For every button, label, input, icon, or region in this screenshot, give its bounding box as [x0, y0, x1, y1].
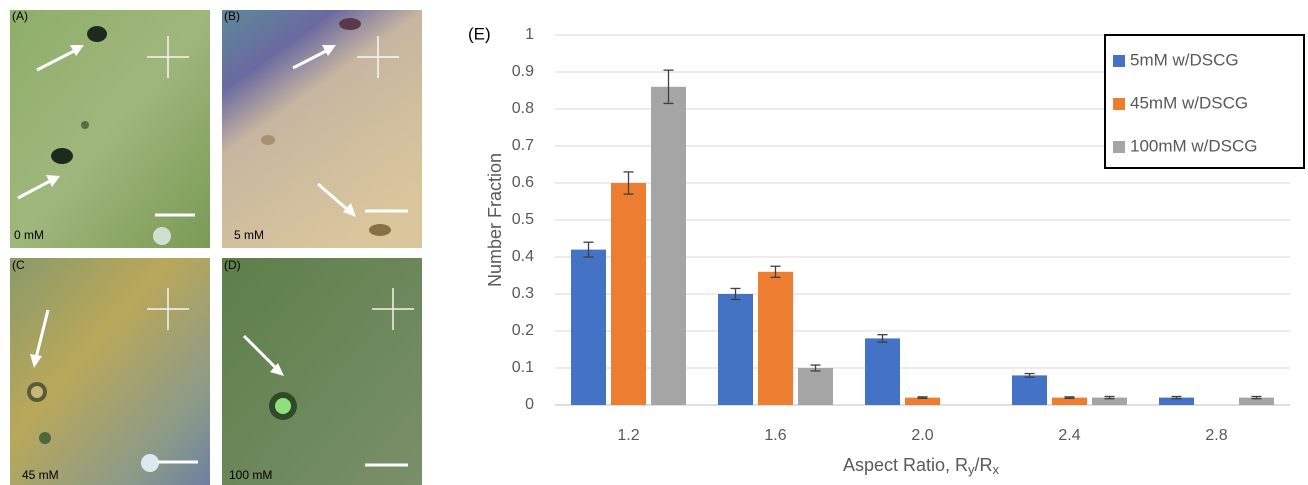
y-tick-label: 0.3 — [512, 285, 534, 302]
concentration-label: 5 mM — [234, 228, 264, 242]
panel-label: (D) — [224, 258, 241, 272]
legend-label: 45mM w/DSCG — [1130, 93, 1248, 112]
x-tick-label: 1.6 — [764, 427, 786, 444]
bar — [718, 294, 753, 405]
y-tick-label: 0.7 — [512, 137, 534, 154]
x-label-part: x — [993, 462, 1000, 477]
concentration-label: 0 mM — [14, 228, 44, 242]
figure: (A) 0 mM (B) 5 mM (C 45 mM (D) 100 mM — [0, 0, 1308, 485]
bar — [1012, 375, 1047, 405]
bar — [865, 338, 900, 405]
bar — [611, 183, 646, 405]
error-bar — [1105, 396, 1115, 398]
legend-label: 5mM w/DSCG — [1130, 50, 1239, 69]
x-label-part: /R — [975, 455, 993, 475]
y-tick-label: 0.4 — [512, 248, 534, 265]
y-tick-label: 0.6 — [512, 174, 534, 191]
y-tick-label: 0.5 — [512, 211, 534, 228]
y-tick-label: 0 — [525, 396, 534, 413]
concentration-label: 100 mM — [229, 468, 272, 482]
image-panel: (D) 100 mM — [222, 258, 422, 485]
bar — [571, 250, 606, 405]
panel-label: (A) — [12, 9, 28, 23]
image-panel: (C 45 mM — [10, 258, 210, 485]
x-tick-label: 2.4 — [1058, 427, 1080, 444]
image-panel: (A) 0 mM — [10, 9, 210, 248]
error-bar — [918, 397, 928, 398]
legend-swatch — [1113, 98, 1125, 110]
x-tick-label: 2.0 — [911, 427, 933, 444]
y-tick-label: 0.8 — [512, 100, 534, 117]
error-bar — [1065, 397, 1075, 398]
y-tick-label: 0.2 — [512, 322, 534, 339]
bar — [758, 272, 793, 405]
image-panel: (B) 5 mM — [222, 9, 422, 248]
legend-swatch — [1113, 141, 1125, 153]
legend-swatch — [1113, 55, 1125, 67]
x-tick-label: 2.8 — [1205, 427, 1227, 444]
legend: 5mM w/DSCG 45mM w/DSCG 100mM w/DSCG — [1113, 50, 1258, 155]
y-tick-label: 1 — [525, 26, 534, 43]
x-label-part: Aspect Ratio, R — [843, 455, 968, 475]
y-tick-label: 0.1 — [512, 359, 534, 376]
y-axis-label: Number Fraction — [485, 153, 505, 287]
error-bar — [1172, 396, 1182, 398]
bar — [651, 87, 686, 405]
x-tick-label: 1.2 — [617, 427, 639, 444]
error-bar — [1252, 396, 1262, 398]
y-tick-label: 0.9 — [512, 63, 534, 80]
panel-label: (E) — [468, 24, 491, 43]
panel-label: (C — [12, 258, 25, 272]
concentration-label: 45 mM — [22, 468, 59, 482]
panel-label: (B) — [224, 9, 240, 23]
legend-label: 100mM w/DSCG — [1130, 136, 1258, 155]
x-axis-label: Aspect Ratio, Ry/Rx — [843, 455, 1000, 478]
bar — [798, 368, 833, 405]
